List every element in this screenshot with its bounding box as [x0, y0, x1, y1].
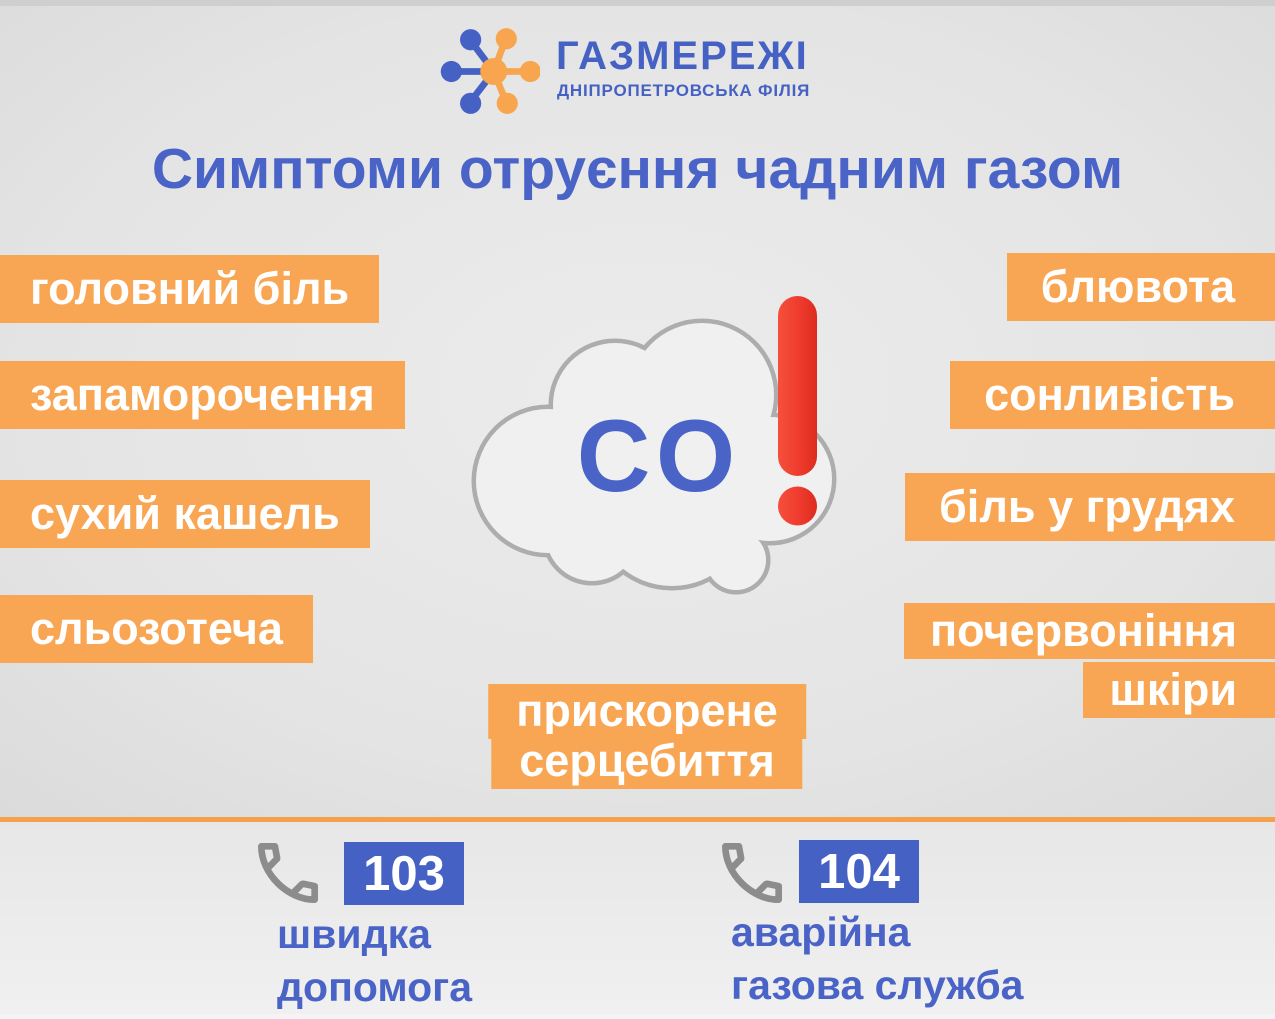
- emergency-label-line: газова служба: [731, 962, 1024, 1008]
- emergency-label-line: допомога: [277, 964, 473, 1010]
- phone-handset-icon: [258, 843, 318, 903]
- symptom-badge-skin-redness-line2: шкіри: [1083, 662, 1275, 718]
- emergency-number-104: 104: [799, 840, 919, 903]
- phone-handset-icon: [722, 843, 782, 903]
- top-edge-shade: [0, 0, 1275, 6]
- emergency-number-103: 103: [344, 842, 464, 905]
- symptom-badge-dizziness: запаморочення: [0, 361, 405, 429]
- co-warning-graphic: СО: [471, 296, 837, 595]
- symptom-badge-vomiting: блювота: [1006, 253, 1275, 321]
- bottom-edge-shade: [0, 1014, 1275, 1019]
- emergency-label-gas-service: аварійна газова служба: [731, 906, 1023, 1012]
- symptom-badge-rapid-heartbeat-line1: прискорене: [488, 684, 806, 739]
- symptom-badge-rapid-heartbeat-line2: серцебиття: [491, 734, 803, 789]
- brand-branch: ДНІПРОПЕТРОВСЬКА ФІЛІЯ: [557, 81, 811, 100]
- symptom-badge-skin-redness-line1: почервоніння: [903, 603, 1275, 659]
- symptom-badge-drowsiness: сонливість: [950, 361, 1275, 429]
- symptom-badge-lacrimation: сльозотеча: [0, 595, 313, 663]
- symptom-badge-chest-pain: біль у грудях: [905, 473, 1275, 541]
- page-title: Симптоми отруєння чадним газом: [151, 137, 1124, 201]
- emergency-label-ambulance: швидка допомога: [277, 908, 472, 1014]
- co-gas-label: СО: [577, 399, 743, 513]
- symptom-badge-headache: головний біль: [0, 255, 380, 323]
- brand-name: ГАЗМЕРЕЖІ: [556, 34, 809, 78]
- emergency-label-line: аварійна: [731, 909, 911, 955]
- exclamation-mark-icon: [778, 296, 817, 526]
- symptom-badge-dry-cough: сухий кашель: [0, 480, 370, 548]
- cloud-icon: [471, 318, 837, 595]
- emergency-label-line: швидка: [277, 911, 431, 957]
- molecule-network-icon: [440, 28, 540, 114]
- section-divider-line: [0, 817, 1275, 822]
- emergency-section-background: [0, 822, 1275, 1014]
